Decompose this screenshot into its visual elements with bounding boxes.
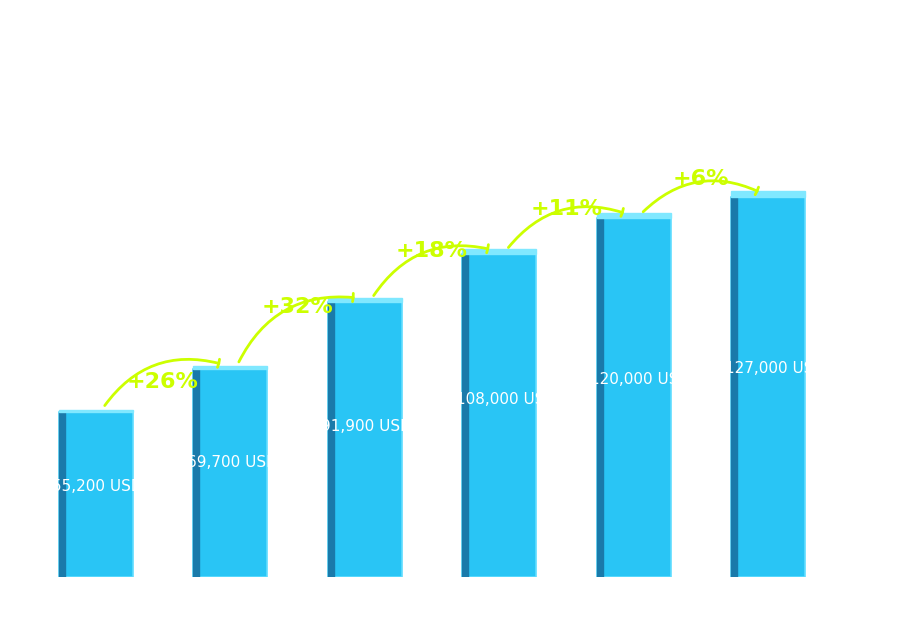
Bar [597,218,670,578]
Text: 55,200 USD: 55,200 USD [52,479,142,494]
Text: salaryexplorer.com: salaryexplorer.com [371,610,529,628]
Bar [58,412,132,578]
Bar [732,197,806,578]
Text: Emergency Response Specialist: Emergency Response Specialist [36,103,434,126]
Text: +11%: +11% [530,199,602,219]
Text: Average Yearly Salary: Average Yearly Salary [862,253,875,388]
Bar [194,369,199,578]
Bar [328,298,401,303]
Text: 108,000 USD: 108,000 USD [455,392,556,407]
Text: +6%: +6% [673,169,729,189]
Text: 69,700 USD: 69,700 USD [186,455,277,470]
Bar [463,249,536,254]
Text: 127,000 USD: 127,000 USD [724,361,824,376]
Text: salary: salary [392,610,449,628]
Bar [58,410,132,412]
Text: Salary Comparison By Experience: Salary Comparison By Experience [36,45,770,83]
Bar [328,303,334,578]
Bar [732,192,806,197]
Bar [463,254,536,578]
Text: 91,900 USD: 91,900 USD [321,419,412,433]
Bar [597,218,603,578]
Text: +26%: +26% [127,372,199,392]
Text: +18%: +18% [396,241,468,262]
Text: +32%: +32% [262,297,333,317]
Bar [732,197,737,578]
Bar [194,365,267,369]
Bar [463,254,468,578]
Bar [194,369,267,578]
Bar [328,303,401,578]
Bar [58,412,65,578]
Bar [597,213,670,218]
Text: 120,000 USD: 120,000 USD [590,372,690,387]
